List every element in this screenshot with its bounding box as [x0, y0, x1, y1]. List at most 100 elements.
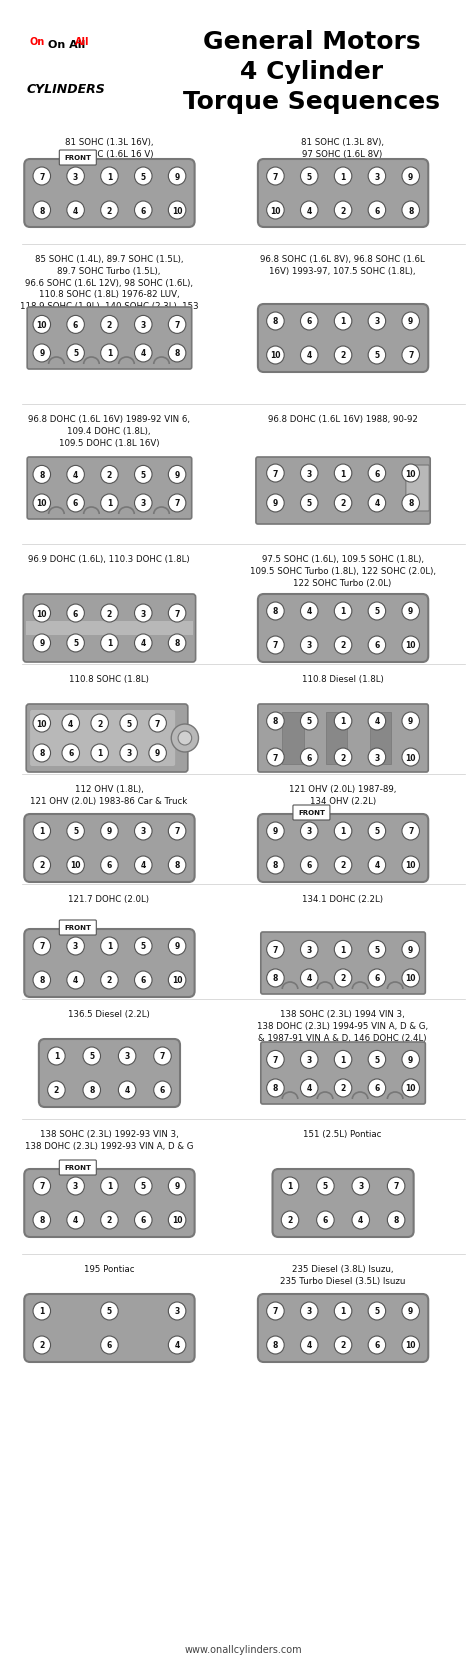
Circle shape [301, 201, 318, 220]
Text: 5: 5 [374, 607, 380, 616]
Text: 4: 4 [174, 1341, 180, 1350]
Text: 2: 2 [340, 206, 346, 215]
Text: 3: 3 [307, 641, 312, 651]
Text: 5: 5 [323, 1181, 328, 1191]
Text: 1: 1 [107, 1181, 112, 1191]
Text: 7: 7 [39, 1181, 45, 1191]
Circle shape [402, 822, 419, 840]
Text: 5: 5 [73, 639, 78, 647]
Circle shape [368, 602, 386, 621]
Circle shape [168, 316, 186, 334]
Text: 1: 1 [97, 749, 102, 759]
Circle shape [267, 712, 284, 730]
Circle shape [267, 1303, 284, 1320]
FancyBboxPatch shape [258, 160, 428, 228]
Text: 10: 10 [405, 1083, 416, 1093]
Circle shape [168, 1336, 186, 1354]
Circle shape [334, 464, 352, 483]
FancyBboxPatch shape [258, 594, 428, 662]
Text: 6: 6 [141, 206, 146, 215]
Text: 10: 10 [36, 499, 47, 508]
Text: 9: 9 [174, 942, 180, 950]
Text: 7: 7 [273, 641, 278, 651]
Text: 7: 7 [174, 321, 180, 329]
Text: 151 (2.5L) Pontiac: 151 (2.5L) Pontiac [303, 1130, 382, 1138]
Circle shape [168, 1178, 186, 1195]
Circle shape [135, 316, 152, 334]
Text: www.onallcylinders.com: www.onallcylinders.com [184, 1644, 302, 1654]
Text: 4: 4 [358, 1216, 364, 1225]
Circle shape [168, 857, 186, 875]
Circle shape [100, 1303, 118, 1320]
Circle shape [33, 972, 51, 990]
Circle shape [67, 972, 84, 990]
Circle shape [135, 1211, 152, 1230]
FancyBboxPatch shape [406, 466, 429, 513]
Circle shape [267, 857, 284, 875]
Circle shape [402, 201, 419, 220]
Text: 5: 5 [374, 351, 380, 361]
Text: General Motors: General Motors [202, 30, 420, 53]
Circle shape [100, 1178, 118, 1195]
Circle shape [267, 940, 284, 958]
Text: All: All [75, 37, 90, 47]
Text: 110.8 SOHC (1.8L): 110.8 SOHC (1.8L) [69, 674, 149, 684]
Circle shape [33, 744, 51, 762]
Circle shape [135, 201, 152, 220]
Text: 6: 6 [68, 749, 73, 759]
Text: 7: 7 [160, 1052, 165, 1062]
Text: FRONT: FRONT [64, 155, 91, 161]
Circle shape [334, 712, 352, 730]
Text: 7: 7 [273, 1055, 278, 1065]
FancyBboxPatch shape [258, 305, 428, 373]
Text: 3: 3 [141, 827, 146, 835]
Text: 10: 10 [405, 1341, 416, 1350]
Text: 4: 4 [307, 1341, 312, 1350]
FancyBboxPatch shape [258, 814, 428, 882]
Circle shape [171, 724, 199, 752]
Circle shape [267, 602, 284, 621]
Circle shape [67, 316, 84, 334]
Circle shape [334, 822, 352, 840]
Circle shape [100, 822, 118, 840]
Text: 4: 4 [374, 860, 380, 870]
Circle shape [402, 464, 419, 483]
Text: 9: 9 [408, 318, 413, 326]
Circle shape [368, 1303, 386, 1320]
Text: 8: 8 [273, 973, 278, 983]
Circle shape [135, 168, 152, 186]
FancyBboxPatch shape [24, 930, 195, 997]
Text: 5: 5 [126, 719, 131, 729]
Text: 4: 4 [374, 717, 380, 726]
Circle shape [67, 494, 84, 513]
Circle shape [135, 822, 152, 840]
Bar [370, 712, 391, 764]
Bar [282, 712, 304, 764]
Circle shape [135, 344, 152, 363]
Circle shape [62, 744, 80, 762]
Text: 8: 8 [89, 1087, 94, 1095]
Text: 138 SOHC (2.3L) 1994 VIN 3,
138 DOHC (2.3L) 1994-95 VIN A, D & G,
& 1987-91 VIN : 138 SOHC (2.3L) 1994 VIN 3, 138 DOHC (2.… [257, 1010, 428, 1042]
Circle shape [301, 749, 318, 767]
FancyBboxPatch shape [273, 1170, 414, 1238]
Circle shape [33, 344, 51, 363]
Text: 10: 10 [172, 1216, 182, 1225]
Circle shape [301, 346, 318, 364]
Circle shape [135, 1178, 152, 1195]
Text: 7: 7 [273, 1306, 278, 1316]
Text: 1: 1 [340, 469, 346, 478]
Circle shape [301, 1303, 318, 1320]
Text: 5: 5 [307, 173, 312, 181]
Circle shape [402, 346, 419, 364]
Circle shape [317, 1178, 334, 1195]
Text: 2: 2 [107, 975, 112, 985]
FancyBboxPatch shape [256, 458, 430, 524]
Text: 3: 3 [307, 827, 312, 835]
Bar [26, 622, 192, 636]
Bar [326, 712, 347, 764]
Text: 6: 6 [374, 206, 380, 215]
Circle shape [301, 602, 318, 621]
Text: 4: 4 [73, 206, 78, 215]
Text: 5: 5 [374, 1055, 380, 1065]
Text: 5: 5 [141, 1181, 146, 1191]
